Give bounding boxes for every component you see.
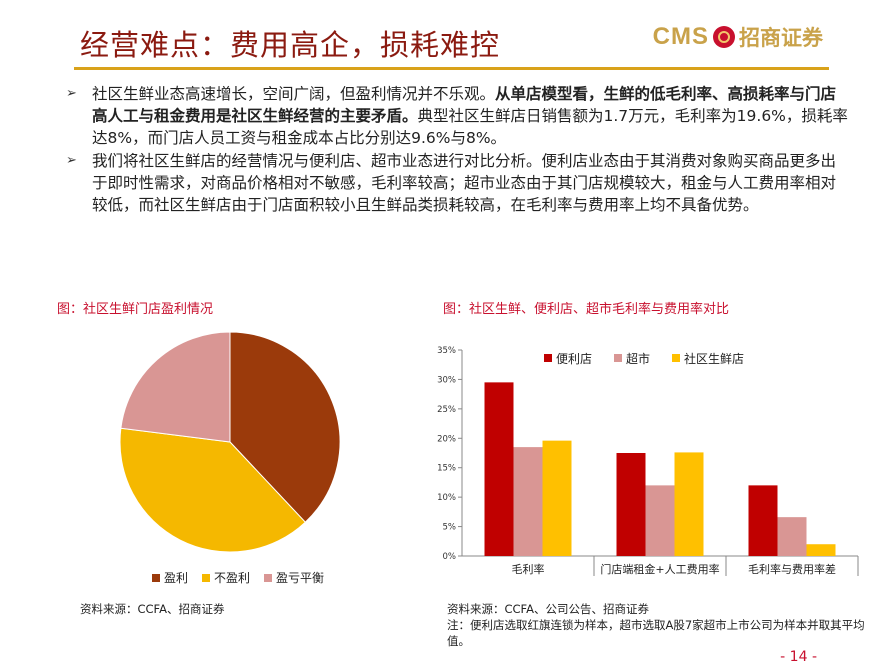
- pie-legend-item: 不盈利: [202, 569, 250, 586]
- bar-legend-label: 便利店: [556, 352, 592, 366]
- bar-1-1: [645, 485, 675, 556]
- pie-legend-label-0: 盈利: [164, 571, 189, 585]
- legend-swatch: [614, 354, 622, 362]
- pie-legend-item: 盈亏平衡: [264, 569, 324, 586]
- y-tick-label: 5%: [443, 523, 457, 533]
- cms-logo: CMS 招商证券: [653, 22, 823, 52]
- bar-legend-label: 超市: [626, 351, 650, 366]
- x-tick-label: 毛利率与费用率差: [748, 562, 836, 576]
- legend-swatch: [672, 354, 680, 362]
- bar-0-2: [542, 440, 572, 556]
- bar-1-2: [674, 452, 704, 556]
- x-tick-label: 门店端租金+人工费用率: [600, 562, 719, 576]
- bar-1-0: [616, 453, 646, 556]
- bullet-1-pre: 社区生鲜业态高速增长，空间广阔，但盈利情况并不乐观。: [92, 85, 496, 103]
- logo-text-cn: 招商证券: [739, 26, 823, 50]
- page-title: 经营难点：费用高企，损耗难控: [80, 28, 501, 62]
- bullet-1-post: 典型社区生鲜店日销售额为1.7万元，毛利率为19.6%，损耗率达8%，而门店人员…: [92, 107, 848, 147]
- pie-source: 资料来源：CCFA、招商证券: [80, 602, 225, 616]
- pie-legend-item: 盈利: [152, 569, 188, 586]
- bullet-item-1: ➢ 社区生鲜业态高速增长，空间广阔，但盈利情况并不乐观。从单店模型看，生鲜的低毛…: [66, 83, 851, 149]
- logo-emblem-icon: [713, 26, 735, 48]
- y-tick-label: 35%: [437, 346, 456, 356]
- pie-legend: 盈利 不盈利 盈亏平衡: [152, 569, 324, 586]
- y-tick-label: 25%: [437, 405, 456, 415]
- bullet-2-pre: 我们将社区生鲜店的经营情况与便利店、超市业态进行对比分析。便利店业态由于其消费对…: [92, 152, 837, 214]
- legend-swatch: [152, 573, 160, 582]
- pie-chart: [119, 331, 341, 553]
- pie-legend-label-1: 不盈利: [214, 571, 251, 585]
- arrow-bullet-icon: ➢: [66, 153, 77, 168]
- bar-2-1: [777, 517, 807, 556]
- bar-2-2: [806, 544, 836, 556]
- bar-source-line: 资料来源：CCFA、公司公告、招商证券: [447, 602, 649, 616]
- bar-0-0: [484, 382, 514, 556]
- bullet-item-2: ➢ 我们将社区生鲜店的经营情况与便利店、超市业态进行对比分析。便利店业态由于其消…: [66, 150, 851, 216]
- y-tick-label: 30%: [437, 375, 456, 385]
- y-tick-label: 10%: [437, 493, 456, 503]
- bullet-1-bold: 从单店模型看，生鲜的低毛利率、高损耗率与门店高人工与租金费用是社区生鲜经营的主要…: [92, 85, 837, 125]
- logo-text-en: CMS: [652, 23, 709, 50]
- pie-slice-1: [119, 427, 307, 553]
- bullet-list: ➢ 社区生鲜业态高速增长，空间广阔，但盈利情况并不乐观。从单店模型看，生鲜的低毛…: [66, 83, 851, 217]
- arrow-bullet-icon: ➢: [66, 86, 77, 101]
- bullet-text-1: 社区生鲜业态高速增长，空间广阔，但盈利情况并不乐观。从单店模型看，生鲜的低毛利率…: [92, 83, 851, 149]
- bar-2-0: [748, 485, 778, 556]
- title-rule: [74, 67, 829, 70]
- pie-slice-0: [229, 331, 341, 523]
- y-tick-label: 20%: [437, 434, 456, 444]
- legend-swatch: [264, 573, 273, 582]
- pie-caption: 图：社区生鲜门店盈利情况: [57, 302, 214, 317]
- page-number: - 14 -: [780, 649, 817, 665]
- legend-swatch: [544, 354, 552, 362]
- bar-caption: 图：社区生鲜、便利店、超市毛利率与费用率对比: [443, 302, 730, 317]
- pie-slice-2: [120, 331, 231, 443]
- pie-legend-label-2: 盈亏平衡: [276, 571, 325, 585]
- bar-source: 资料来源：CCFA、公司公告、招商证券 注：便利店选取红旗连锁为样本，超市选取A…: [447, 601, 867, 649]
- y-tick-label: 15%: [437, 464, 456, 474]
- bar-legend-label: 社区生鲜店: [684, 351, 744, 366]
- bar-source-note: 注：便利店选取红旗连锁为样本，超市选取A股7家超市上市公司为样本并取其平均值。: [447, 618, 865, 648]
- bar-0-1: [513, 447, 543, 556]
- legend-swatch: [202, 573, 211, 582]
- bullet-text-2: 我们将社区生鲜店的经营情况与便利店、超市业态进行对比分析。便利店业态由于其消费对…: [92, 150, 851, 216]
- bar-chart: 0% 5% 10% 15% 20% 25% 30% 35% 毛利率 门店端租金+人工费用率 毛利率与…: [437, 346, 859, 576]
- x-tick-label: 毛利率: [512, 562, 545, 576]
- y-tick-label: 0%: [443, 552, 457, 562]
